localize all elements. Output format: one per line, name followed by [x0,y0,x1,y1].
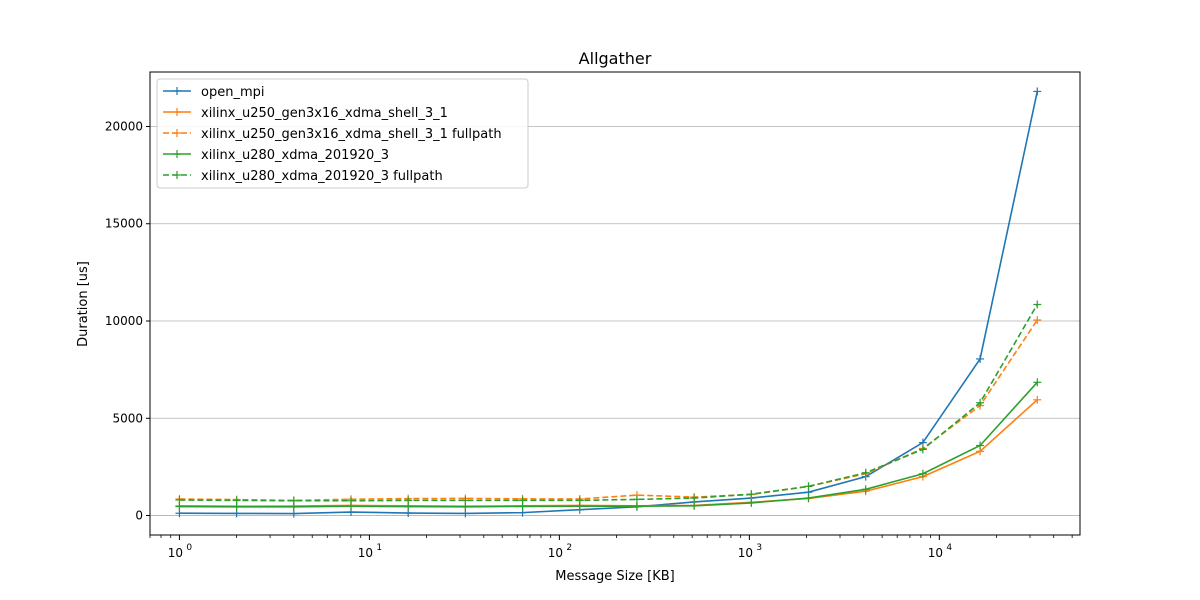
y-tick-label: 20000 [105,119,143,133]
data-point [632,502,641,511]
legend-label: open_mpi [201,85,264,100]
y-tick-label: 15000 [105,217,143,231]
data-point [1033,87,1042,96]
data-point [289,509,298,518]
series-line [179,91,1039,515]
data-point [804,482,813,491]
data-point [632,495,641,504]
x-tick-label-exponent: 2 [566,543,572,553]
data-point [976,441,985,450]
data-point [1033,378,1042,387]
data-point [404,496,413,505]
data-point [861,468,870,477]
data-point [518,496,527,505]
x-axis: 10 0 10 1 10 2 10 3 10 4 [149,535,1073,560]
x-tick-label: 10 [928,546,943,560]
legend-entry: open_mpi [163,85,264,100]
data-point [1033,395,1042,404]
data-point [461,496,470,505]
x-tick-label-exponent: 0 [186,543,192,553]
data-point [690,494,699,503]
data-point [747,498,756,507]
y-tick-label: 0 [135,509,143,523]
x-tick-label-exponent: 4 [946,543,952,553]
y-axis-label: Duration [us] [76,261,91,347]
y-tick-label: 10000 [105,314,143,328]
legend-label: xilinx_u250_gen3x16_xdma_shell_3_1 [201,106,448,121]
legend-label: xilinx_u250_gen3x16_xdma_shell_3_1 fullp… [201,127,502,142]
data-point [861,485,870,494]
x-tick-label: 10 [738,546,753,560]
y-tick-label: 5000 [112,411,143,425]
plot-frame [149,71,1081,536]
grid [150,126,1080,516]
series-line [179,381,1038,508]
chart-title: Allgather [579,49,652,68]
legend: open_mpi xilinx_u250_gen3x16_xdma_shell_3… [156,78,529,189]
series-line [179,304,1038,502]
data-point [804,494,813,503]
x-tick-label: 10 [168,546,183,560]
legend-label: xilinx_u280_xdma_201920_3 fullpath [201,169,443,184]
data-point [690,501,699,510]
legend-box [156,78,529,189]
x-tick-label: 10 [548,546,563,560]
legend-label: xilinx_u280_xdma_201920_3 [201,148,389,163]
data-point [1033,316,1042,325]
x-tick-label-exponent: 1 [376,543,382,553]
series-lines [175,87,1042,518]
data-point [1033,300,1042,309]
data-point [232,496,241,505]
data-point [575,496,584,505]
data-point [747,490,756,499]
data-point [918,445,927,454]
legend-entry: xilinx_u250_gen3x16_xdma_shell_3_1 fullp… [163,127,502,142]
x-axis-label: Message Size [KB] [555,569,675,584]
legend-entry: xilinx_u280_xdma_201920_3 [163,148,389,163]
x-tick-label: 10 [358,546,373,560]
legend-entry: xilinx_u280_xdma_201920_3 fullpath [163,169,443,184]
data-point [175,495,184,504]
x-tick-label-exponent: 3 [756,543,762,553]
data-point [918,469,927,478]
y-axis: 0 5000 10000 15000 20000 [105,119,150,523]
legend-entry: xilinx_u250_gen3x16_xdma_shell_3_1 [163,106,448,121]
data-point [346,496,355,505]
data-point [976,398,985,407]
data-point [976,354,985,363]
data-point [289,496,298,505]
